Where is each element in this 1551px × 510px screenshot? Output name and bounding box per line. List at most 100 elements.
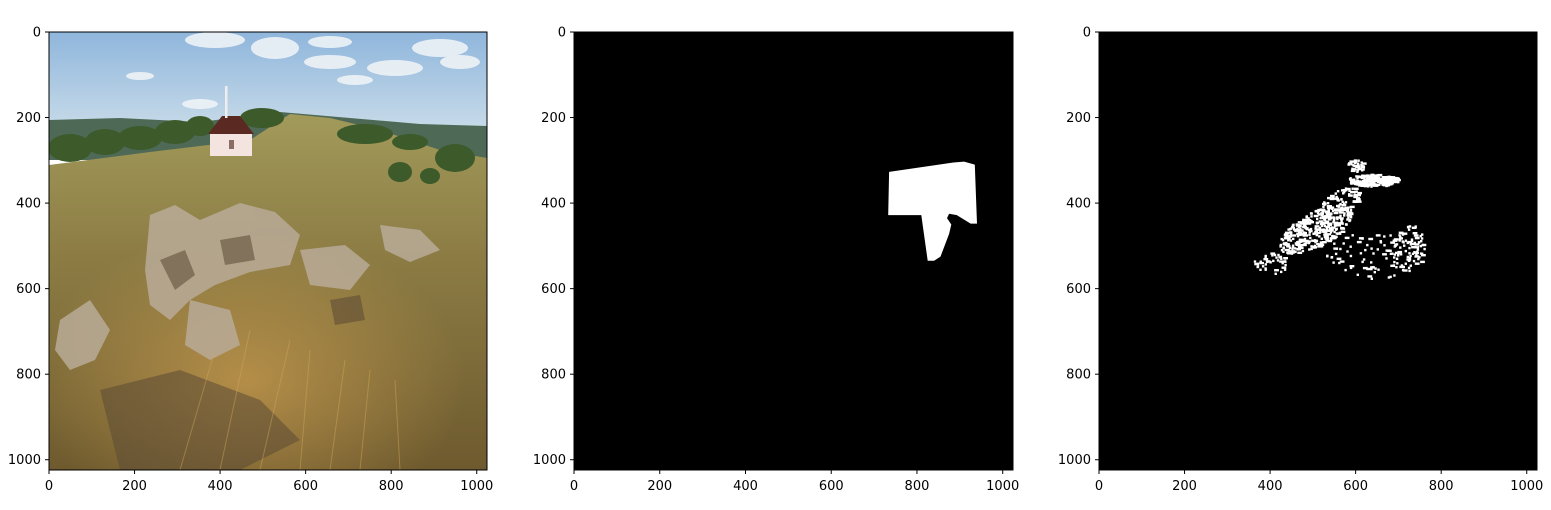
y-tick-label: 0 bbox=[558, 26, 566, 41]
prediction-pixel bbox=[1351, 168, 1357, 171]
prediction-pixel bbox=[1264, 268, 1267, 271]
prediction-pixel bbox=[1364, 248, 1367, 252]
prediction-pixel bbox=[1401, 233, 1405, 236]
prediction-pixel bbox=[1406, 255, 1409, 259]
prediction-pixel bbox=[1336, 217, 1339, 221]
prediction-pixel bbox=[1280, 257, 1283, 260]
prediction-pixel bbox=[1324, 220, 1330, 223]
prediction-pixel bbox=[1394, 251, 1398, 255]
prediction-pixel bbox=[1298, 246, 1304, 249]
x-tick-label: 800 bbox=[905, 479, 930, 494]
prediction-pixel bbox=[1370, 247, 1373, 250]
prediction-pixel bbox=[1287, 243, 1290, 246]
prediction-pixel bbox=[1363, 177, 1366, 180]
prediction-pixel bbox=[1385, 177, 1389, 180]
prediction-pixel bbox=[1414, 255, 1420, 258]
prediction-pixel bbox=[1346, 213, 1349, 217]
prediction-pixel bbox=[1281, 238, 1285, 242]
prediction-pixel bbox=[1302, 225, 1307, 229]
prediction-pixel bbox=[1323, 224, 1327, 228]
prediction-pixel bbox=[1349, 254, 1353, 258]
prediction-pixel bbox=[1289, 228, 1292, 231]
prediction-pixel bbox=[1324, 210, 1327, 214]
prediction-pixel bbox=[1358, 183, 1364, 186]
prediction-pixel bbox=[1350, 162, 1353, 165]
prediction-pixel bbox=[1279, 260, 1284, 263]
prediction-background bbox=[1099, 32, 1537, 470]
prediction-pixel bbox=[1407, 228, 1411, 231]
prediction-pixel bbox=[1322, 222, 1326, 225]
x-tick-label: 600 bbox=[293, 479, 318, 494]
prediction-pixel bbox=[1325, 225, 1331, 229]
prediction-pixel bbox=[1381, 179, 1384, 182]
prediction-pixel bbox=[1287, 252, 1292, 255]
prediction-pixel bbox=[1282, 246, 1285, 249]
prediction-pixel bbox=[1389, 234, 1392, 237]
prediction-pixel bbox=[1349, 216, 1353, 219]
prediction-pixel bbox=[1297, 240, 1302, 244]
prediction-pixel bbox=[1331, 234, 1334, 238]
prediction-pixel bbox=[1393, 274, 1396, 277]
prediction-pixel bbox=[1302, 239, 1305, 242]
panel-photo-x-ticks: 0 200 400 600 800 1000 bbox=[45, 470, 493, 494]
prediction-pixel bbox=[1342, 202, 1346, 205]
y-tick-label: 0 bbox=[33, 26, 41, 41]
prediction-pixel bbox=[1358, 237, 1364, 240]
prediction-pixel bbox=[1409, 264, 1412, 267]
prediction-pixel bbox=[1327, 196, 1332, 200]
prediction-pixel bbox=[1334, 208, 1340, 211]
y-tick-label: 800 bbox=[16, 368, 41, 383]
prediction-pixel bbox=[1366, 267, 1371, 271]
prediction-pixel bbox=[1355, 183, 1359, 186]
panel-mask-y-ticks: 0 200 400 600 800 1000 bbox=[533, 26, 574, 468]
prediction-pixel bbox=[1297, 251, 1303, 254]
prediction-pixel bbox=[1329, 231, 1333, 234]
prediction-pixel bbox=[1340, 198, 1343, 201]
prediction-pixel bbox=[1296, 235, 1300, 238]
prediction-pixel bbox=[1349, 206, 1352, 209]
prediction-pixel bbox=[1288, 246, 1292, 250]
prediction-pixel bbox=[1410, 238, 1414, 241]
x-tick-label: 0 bbox=[570, 479, 578, 494]
prediction-pixel bbox=[1314, 230, 1317, 234]
prediction-pixel bbox=[1356, 198, 1361, 201]
prediction-pixel bbox=[1314, 225, 1320, 228]
prediction-pixel bbox=[1253, 260, 1257, 263]
prediction-pixel bbox=[1295, 242, 1298, 245]
prediction-pixel bbox=[1296, 248, 1302, 251]
x-tick-label: 600 bbox=[819, 479, 844, 494]
prediction-pixel bbox=[1371, 177, 1374, 180]
prediction-pixel bbox=[1336, 204, 1339, 208]
prediction-pixel bbox=[1321, 209, 1324, 212]
prediction-pixel bbox=[1308, 233, 1311, 236]
prediction-pixel bbox=[1304, 239, 1307, 243]
prediction-pixel bbox=[1334, 197, 1339, 200]
prediction-pixel bbox=[1414, 225, 1417, 228]
prediction-pixel bbox=[1371, 183, 1377, 186]
prediction-pixel bbox=[1349, 266, 1353, 270]
prediction-pixel bbox=[1354, 190, 1357, 194]
prediction-pixel bbox=[1338, 222, 1343, 225]
prediction-pixel bbox=[1288, 244, 1291, 248]
prediction-pixel bbox=[1407, 266, 1411, 270]
prediction-pixel bbox=[1297, 223, 1301, 227]
prediction-pixel bbox=[1318, 220, 1324, 223]
prediction-pixel bbox=[1319, 241, 1323, 244]
x-tick-label: 0 bbox=[1095, 479, 1103, 494]
prediction-pixel bbox=[1327, 206, 1331, 209]
prediction-pixel bbox=[1344, 236, 1350, 240]
y-tick-label: 0 bbox=[1083, 26, 1091, 41]
prediction-pixel bbox=[1421, 233, 1424, 236]
prediction-pixel bbox=[1336, 190, 1340, 193]
prediction-pixel bbox=[1336, 224, 1341, 227]
prediction-pixel bbox=[1421, 254, 1426, 257]
panel-prediction: 0 200 400 600 800 1000 0 200 400 600 800 1000 bbox=[1058, 26, 1543, 495]
prediction-pixel bbox=[1355, 165, 1358, 168]
prediction-pixel bbox=[1408, 225, 1412, 228]
prediction-pixel bbox=[1342, 192, 1345, 195]
prediction-pixel bbox=[1345, 223, 1348, 226]
prediction-pixel bbox=[1380, 181, 1383, 185]
prediction-pixel bbox=[1414, 236, 1420, 240]
prediction-pixel bbox=[1303, 237, 1307, 241]
prediction-pixel bbox=[1291, 244, 1295, 247]
